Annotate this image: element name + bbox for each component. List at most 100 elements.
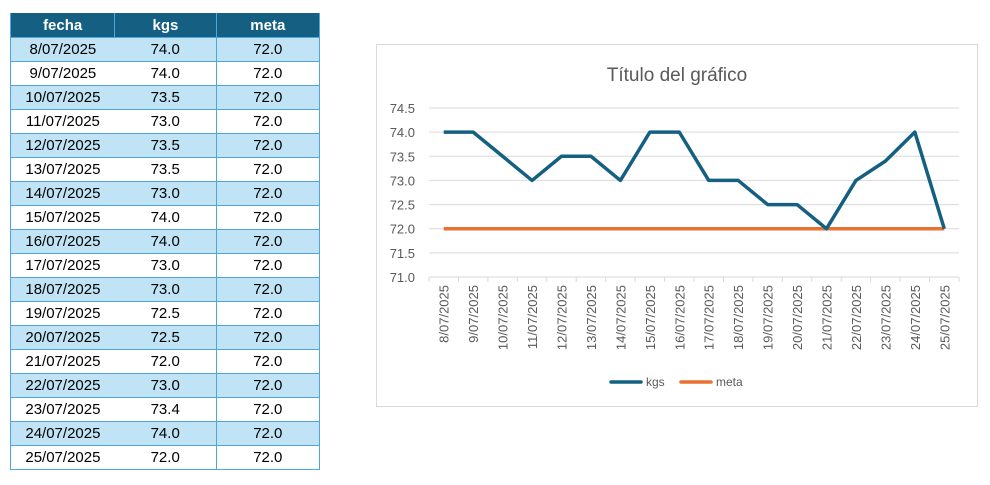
y-tick-label: 72.5 bbox=[390, 198, 415, 213]
cell-fecha[interactable]: 22/07/2025 bbox=[9, 373, 115, 398]
cell-kgs[interactable]: 73.5 bbox=[114, 133, 217, 158]
cell-meta[interactable]: 72.0 bbox=[215, 181, 321, 206]
cell-meta[interactable]: 72.0 bbox=[215, 61, 321, 86]
cell-kgs[interactable]: 73.0 bbox=[114, 253, 217, 278]
y-tick-label: 73.5 bbox=[390, 149, 415, 164]
cell-meta[interactable]: 72.0 bbox=[215, 133, 321, 158]
cell-kgs[interactable]: 73.5 bbox=[114, 85, 217, 110]
cell-meta[interactable]: 72.0 bbox=[215, 37, 321, 62]
header-kgs[interactable]: kgs bbox=[114, 13, 217, 38]
cell-kgs[interactable]: 74.0 bbox=[114, 229, 217, 254]
cell-meta[interactable]: 72.0 bbox=[215, 445, 321, 470]
cell-fecha[interactable]: 20/07/2025 bbox=[9, 325, 115, 350]
table-row: 19/07/2025 72.5 72.0 bbox=[9, 301, 321, 326]
header-fecha[interactable]: fecha bbox=[9, 13, 116, 38]
cell-kgs[interactable]: 74.0 bbox=[114, 421, 217, 446]
table-row: 24/07/2025 74.0 72.0 bbox=[9, 421, 321, 446]
cell-meta[interactable]: 72.0 bbox=[215, 301, 321, 326]
header-meta[interactable]: meta bbox=[215, 13, 321, 38]
cell-fecha[interactable]: 19/07/2025 bbox=[9, 301, 115, 326]
cell-kgs[interactable]: 72.5 bbox=[114, 301, 217, 326]
cell-meta[interactable]: 72.0 bbox=[215, 253, 321, 278]
x-tick-label: 15/07/2025 bbox=[643, 285, 658, 350]
cell-fecha[interactable]: 8/07/2025 bbox=[9, 37, 115, 62]
cell-fecha[interactable]: 13/07/2025 bbox=[9, 157, 115, 182]
legend-label-kgs[interactable]: kgs bbox=[646, 375, 665, 389]
x-tick-label: 20/07/2025 bbox=[790, 285, 805, 350]
cell-fecha[interactable]: 14/07/2025 bbox=[9, 181, 115, 206]
cell-meta[interactable]: 72.0 bbox=[215, 397, 321, 422]
x-tick-label: 21/07/2025 bbox=[820, 285, 835, 350]
cell-fecha[interactable]: 15/07/2025 bbox=[9, 205, 115, 230]
cell-meta[interactable]: 72.0 bbox=[215, 205, 321, 230]
cell-kgs[interactable]: 73.0 bbox=[114, 277, 217, 302]
cell-kgs[interactable]: 72.0 bbox=[114, 349, 217, 374]
table-row: 10/07/2025 73.5 72.0 bbox=[9, 85, 321, 110]
x-tick-label: 14/07/2025 bbox=[613, 285, 628, 350]
cell-fecha[interactable]: 10/07/2025 bbox=[9, 85, 115, 110]
cell-meta[interactable]: 72.0 bbox=[215, 277, 321, 302]
y-tick-label: 73.0 bbox=[390, 173, 415, 188]
chart-svg: Título del gráfico 71.0 71.5 72.0 72.5 73.0 73… bbox=[390, 65, 960, 389]
cell-meta[interactable]: 72.0 bbox=[215, 85, 321, 110]
cell-kgs[interactable]: 73.0 bbox=[114, 373, 217, 398]
table-row: 17/07/2025 73.0 72.0 bbox=[9, 253, 321, 278]
cell-kgs[interactable]: 74.0 bbox=[114, 205, 217, 230]
x-tick-label: 16/07/2025 bbox=[672, 285, 687, 350]
cell-kgs[interactable]: 73.5 bbox=[114, 157, 217, 182]
cell-meta[interactable]: 72.0 bbox=[215, 421, 321, 446]
cell-kgs[interactable]: 74.0 bbox=[114, 61, 217, 86]
cell-fecha[interactable]: 24/07/2025 bbox=[9, 421, 115, 446]
cell-fecha[interactable]: 21/07/2025 bbox=[9, 349, 115, 374]
y-tick-label: 71.5 bbox=[390, 246, 415, 261]
y-tick-label: 74.5 bbox=[390, 101, 415, 116]
series-line-kgs[interactable] bbox=[443, 130, 946, 231]
table-row: 25/07/2025 72.0 72.0 bbox=[9, 445, 321, 470]
cell-kgs[interactable]: 73.4 bbox=[114, 397, 217, 422]
cell-fecha[interactable]: 12/07/2025 bbox=[9, 133, 115, 158]
cell-kgs[interactable]: 73.0 bbox=[114, 109, 217, 134]
cell-kgs[interactable]: 72.5 bbox=[114, 325, 217, 350]
cell-fecha[interactable]: 18/07/2025 bbox=[9, 277, 115, 302]
table-row: 18/07/2025 73.0 72.0 bbox=[9, 277, 321, 302]
cell-fecha[interactable]: 11/07/2025 bbox=[9, 109, 115, 134]
table-row: 9/07/2025 74.0 72.0 bbox=[9, 61, 321, 86]
cell-fecha[interactable]: 23/07/2025 bbox=[9, 397, 115, 422]
cell-fecha[interactable]: 25/07/2025 bbox=[9, 445, 115, 470]
x-tick-label: 24/07/2025 bbox=[908, 285, 923, 350]
table-row: 11/07/2025 73.0 72.0 bbox=[9, 109, 321, 134]
table-row: 8/07/2025 74.0 72.0 bbox=[9, 37, 321, 62]
cell-meta[interactable]: 72.0 bbox=[215, 373, 321, 398]
x-tick-label: 13/07/2025 bbox=[584, 285, 599, 350]
cell-kgs[interactable]: 72.0 bbox=[114, 445, 217, 470]
x-tick-label: 22/07/2025 bbox=[849, 285, 864, 350]
cell-meta[interactable]: 72.0 bbox=[215, 229, 321, 254]
cell-meta[interactable]: 72.0 bbox=[215, 349, 321, 374]
legend-label-meta[interactable]: meta bbox=[716, 375, 743, 389]
cell-meta[interactable]: 72.0 bbox=[215, 109, 321, 134]
table-row: 16/07/2025 74.0 72.0 bbox=[9, 229, 321, 254]
cell-meta[interactable]: 72.0 bbox=[215, 325, 321, 350]
line-chart[interactable]: Título del gráfico 71.0 71.5 72.0 72.5 73.0 73… bbox=[376, 44, 978, 407]
y-tick-label: 71.0 bbox=[390, 270, 415, 285]
cell-fecha[interactable]: 9/07/2025 bbox=[9, 61, 115, 86]
table-row: 21/07/2025 72.0 72.0 bbox=[9, 349, 321, 374]
table-row: 12/07/2025 73.5 72.0 bbox=[9, 133, 321, 158]
x-tick-label: 19/07/2025 bbox=[761, 285, 776, 350]
x-tick-label: 12/07/2025 bbox=[555, 285, 570, 350]
x-tick-label: 11/07/2025 bbox=[525, 285, 540, 349]
chart-title: Título del gráfico bbox=[607, 65, 747, 86]
table-row: 14/07/2025 73.0 72.0 bbox=[9, 181, 321, 206]
cell-fecha[interactable]: 16/07/2025 bbox=[9, 229, 115, 254]
cell-meta[interactable]: 72.0 bbox=[215, 157, 321, 182]
cell-fecha[interactable]: 17/07/2025 bbox=[9, 253, 115, 278]
y-tick-label: 72.0 bbox=[390, 222, 415, 237]
table-row: 23/07/2025 73.4 72.0 bbox=[9, 397, 321, 422]
x-tick-label: 8/07/2025 bbox=[437, 285, 452, 343]
cell-kgs[interactable]: 74.0 bbox=[114, 37, 217, 62]
x-tick-label: 10/07/2025 bbox=[496, 285, 511, 350]
y-tick-label: 74.0 bbox=[390, 125, 415, 140]
table-row: 13/07/2025 73.5 72.0 bbox=[9, 157, 321, 182]
x-tick-label: 17/07/2025 bbox=[702, 285, 717, 350]
cell-kgs[interactable]: 73.0 bbox=[114, 181, 217, 206]
